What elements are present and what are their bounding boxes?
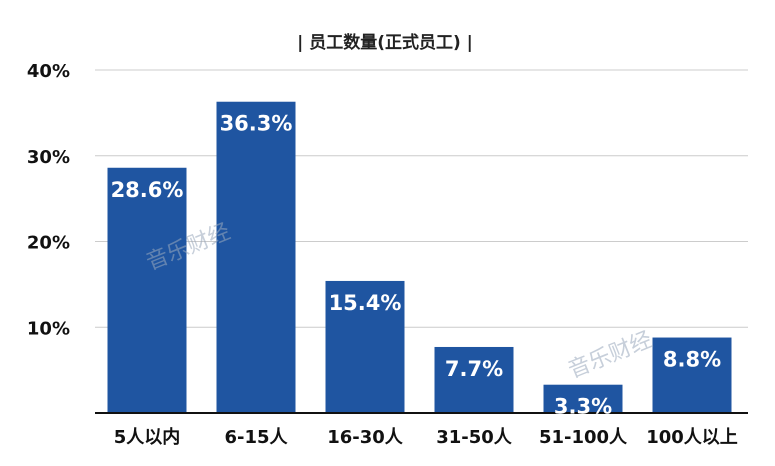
y-tick-label: 20%	[27, 233, 70, 254]
value-label: 28.6%	[111, 178, 184, 202]
category-label: 5人以内	[114, 426, 181, 448]
bar	[434, 346, 514, 413]
bars	[107, 101, 732, 413]
value-labels: 28.6% 36.3% 15.4% 7.7% 3.3% 8.8%	[111, 112, 722, 419]
bar	[107, 167, 187, 413]
value-label: 8.8%	[663, 348, 721, 372]
y-tick-label: 30%	[27, 147, 70, 168]
value-label: 15.4%	[329, 291, 402, 315]
x-axis-categories: 5人以内 6-15人 16-30人 31-50人 51-100人 100人以上	[114, 426, 738, 448]
watermark-text: 音乐财经	[565, 327, 656, 383]
y-tick-label: 40%	[27, 61, 70, 82]
chart-title: | 员工数量(正式员工) |	[297, 32, 473, 53]
bar	[652, 337, 732, 413]
bar	[216, 101, 296, 413]
category-label: 16-30人	[327, 427, 404, 448]
category-label: 100人以上	[646, 427, 738, 448]
category-label: 51-100人	[539, 427, 628, 448]
value-label: 36.3%	[220, 112, 293, 136]
y-axis-ticks: 10% 20% 30% 40%	[27, 61, 70, 339]
gridlines	[95, 69, 748, 328]
value-label: 3.3%	[554, 395, 612, 419]
bar	[325, 280, 405, 413]
value-label: 7.7%	[445, 357, 503, 381]
category-label: 31-50人	[436, 427, 513, 448]
bar	[543, 384, 623, 413]
y-tick-label: 10%	[27, 318, 70, 339]
category-label: 6-15人	[224, 427, 288, 448]
